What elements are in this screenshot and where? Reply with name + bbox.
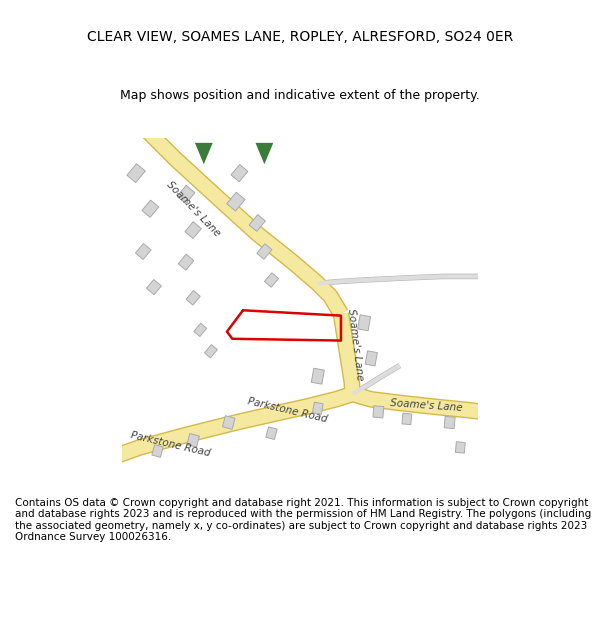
Polygon shape: [358, 315, 371, 331]
Text: Parkstone Road: Parkstone Road: [247, 396, 328, 424]
Polygon shape: [178, 254, 194, 270]
Polygon shape: [249, 214, 265, 231]
Polygon shape: [227, 192, 245, 211]
Polygon shape: [265, 272, 278, 288]
Polygon shape: [195, 143, 213, 164]
Polygon shape: [146, 279, 161, 295]
Polygon shape: [256, 143, 273, 164]
Polygon shape: [127, 164, 145, 182]
Polygon shape: [266, 427, 277, 439]
Polygon shape: [223, 416, 235, 429]
Text: Soame's Lane: Soame's Lane: [346, 308, 365, 381]
Polygon shape: [365, 351, 377, 366]
Polygon shape: [205, 344, 217, 358]
Text: Map shows position and indicative extent of the property.: Map shows position and indicative extent…: [120, 89, 480, 102]
Text: Soame's Lane: Soame's Lane: [390, 398, 463, 413]
Polygon shape: [194, 323, 206, 336]
Polygon shape: [136, 244, 151, 259]
Polygon shape: [257, 244, 272, 259]
Text: Contains OS data © Crown copyright and database right 2021. This information is : Contains OS data © Crown copyright and d…: [15, 498, 591, 542]
Text: Parkstone Road: Parkstone Road: [129, 430, 211, 458]
Polygon shape: [152, 444, 163, 458]
Polygon shape: [373, 406, 384, 418]
Polygon shape: [177, 186, 195, 204]
Polygon shape: [185, 222, 202, 239]
Polygon shape: [231, 164, 248, 182]
Polygon shape: [187, 434, 199, 447]
Polygon shape: [142, 200, 159, 217]
Polygon shape: [444, 416, 455, 429]
Text: CLEAR VIEW, SOAMES LANE, ROPLEY, ALRESFORD, SO24 0ER: CLEAR VIEW, SOAMES LANE, ROPLEY, ALRESFO…: [87, 30, 513, 44]
Polygon shape: [455, 442, 465, 453]
Polygon shape: [402, 413, 412, 424]
Polygon shape: [186, 291, 200, 305]
Text: Soame's Lane: Soame's Lane: [164, 179, 222, 238]
Polygon shape: [313, 402, 323, 414]
Polygon shape: [311, 368, 325, 384]
